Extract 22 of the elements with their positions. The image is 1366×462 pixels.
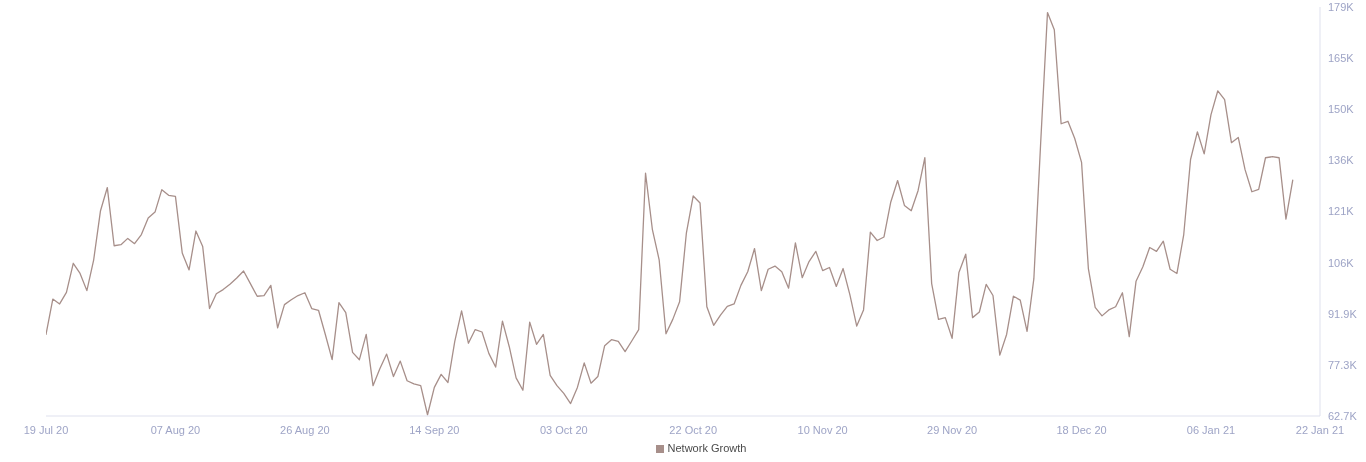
x-tick-label: 22 Jan 21	[1295, 423, 1345, 436]
x-tick-label: 22 Oct 20	[669, 423, 718, 436]
x-tick-label: 26 Aug 20	[280, 423, 330, 436]
legend-label: Network Growth	[667, 442, 747, 454]
line-series	[46, 11, 1294, 416]
x-tick-label: 29 Nov 20	[927, 423, 978, 436]
x-tick-label: 07 Aug 20	[150, 423, 201, 436]
y-tick-label: 121K	[1328, 205, 1355, 218]
x-tick-label: 14 Sep 20	[409, 423, 460, 436]
y-tick-label: 165K	[1328, 52, 1355, 65]
y-tick-label: 106K	[1328, 256, 1355, 269]
y-tick-label: 179K	[1328, 0, 1355, 13]
y-tick-label: 77.3K	[1328, 358, 1358, 371]
x-tick-label: 10 Nov 20	[797, 423, 848, 436]
y-tick-label: 136K	[1328, 154, 1355, 167]
x-tick-label: 19 Jul 20	[23, 423, 69, 436]
y-tick-label: 91.9K	[1328, 307, 1358, 320]
x-tick-label: 18 Dec 20	[1056, 423, 1107, 436]
y-tick-label: 62.7K	[1328, 409, 1358, 422]
x-tick-label: 03 Oct 20	[539, 423, 588, 436]
y-tick-label: 150K	[1328, 103, 1355, 116]
x-tick-label: 06 Jan 21	[1186, 423, 1236, 436]
